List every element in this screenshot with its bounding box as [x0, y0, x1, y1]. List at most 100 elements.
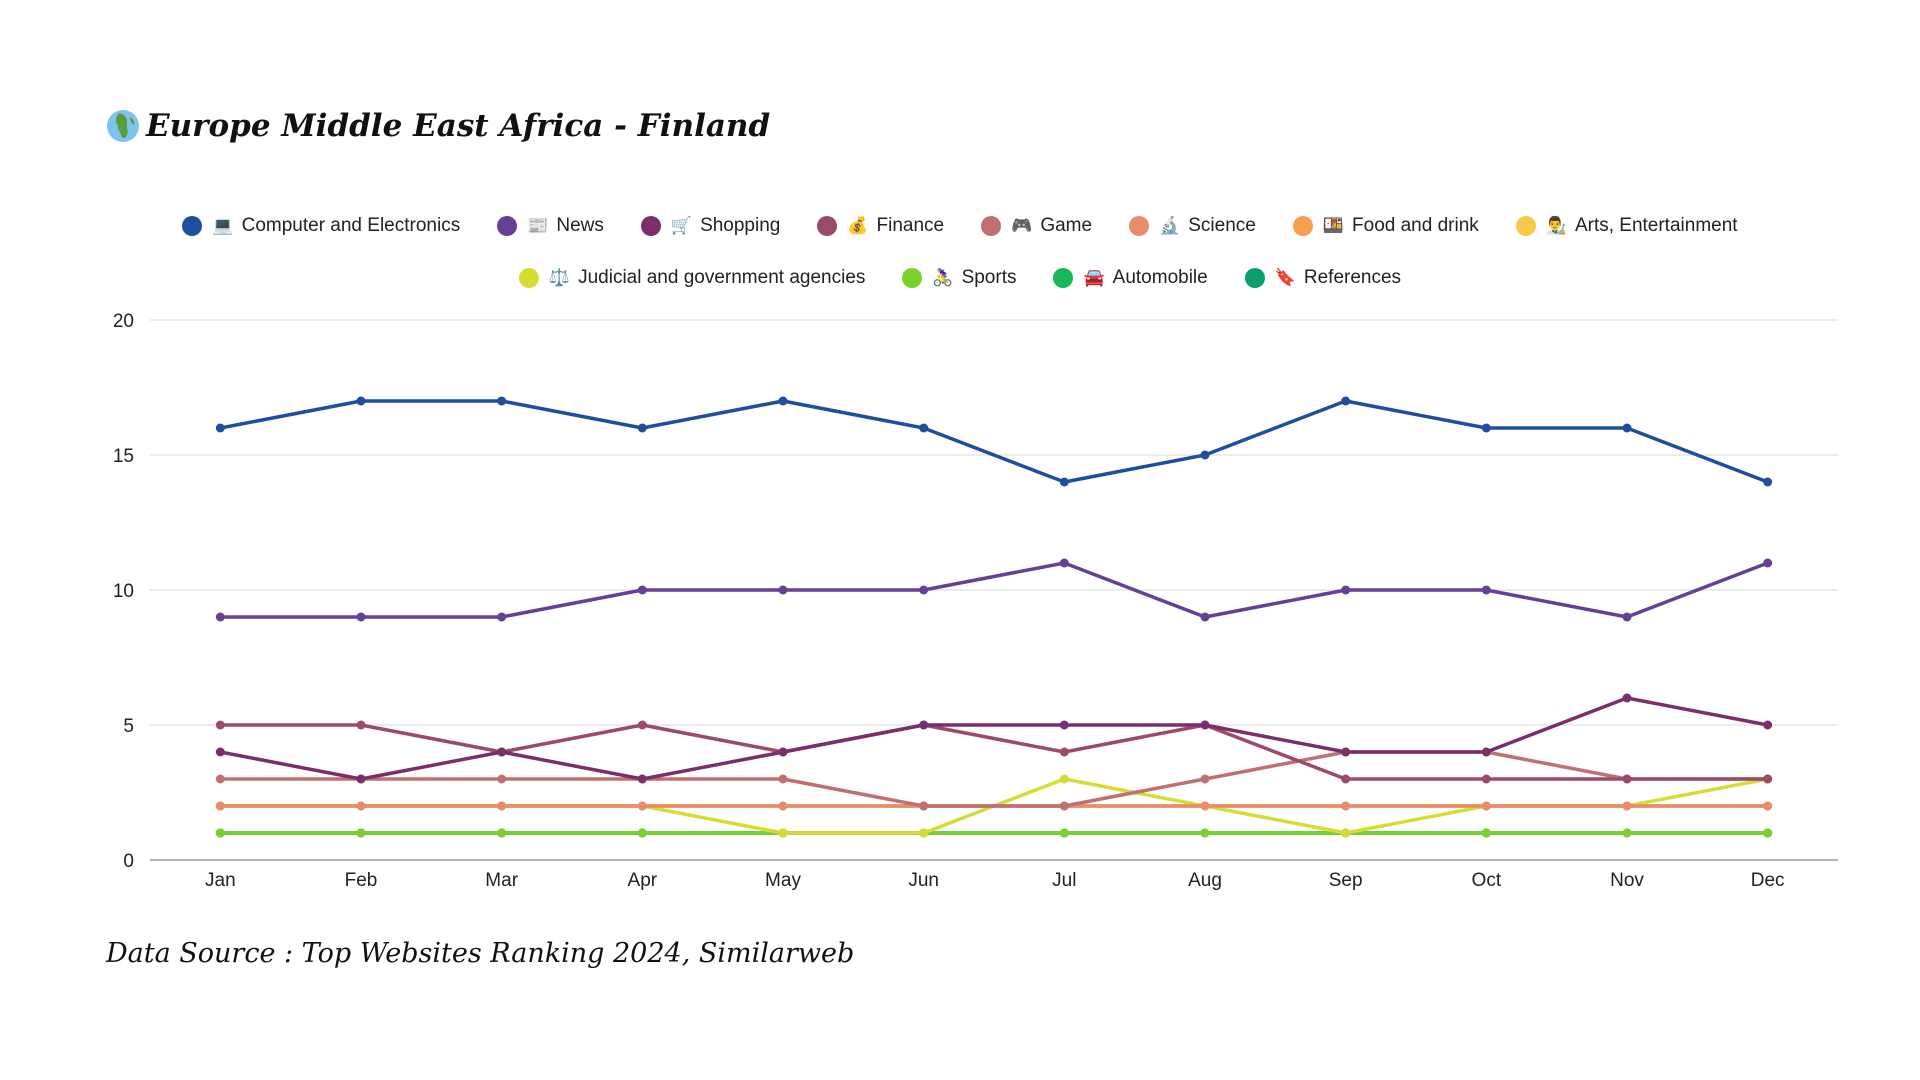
data-point[interactable]	[1622, 801, 1632, 811]
legend-swatch	[1129, 216, 1150, 236]
data-point[interactable]	[637, 585, 647, 595]
data-point[interactable]	[919, 585, 929, 595]
data-point[interactable]	[215, 828, 225, 838]
legend-item[interactable]: 📰 News	[497, 212, 604, 240]
data-point[interactable]	[215, 774, 225, 784]
data-point[interactable]	[637, 720, 647, 730]
data-point[interactable]	[497, 396, 507, 406]
data-point[interactable]	[919, 720, 929, 730]
data-point[interactable]	[1200, 720, 1210, 730]
data-point[interactable]	[1622, 612, 1632, 622]
legend-item[interactable]: 💻 Computer and Electronics	[182, 212, 460, 240]
legend-item[interactable]: 💰 Finance	[817, 212, 944, 240]
data-point[interactable]	[497, 774, 507, 784]
data-point[interactable]	[215, 801, 225, 811]
x-tick-label: Apr	[628, 870, 658, 891]
data-point[interactable]	[497, 747, 507, 757]
legend-item[interactable]: 🛒 Shopping	[640, 212, 780, 240]
legend-item[interactable]: 🍱 Food and drink	[1292, 212, 1479, 240]
data-point[interactable]	[215, 720, 225, 730]
globe-africa-icon	[107, 110, 139, 142]
data-point[interactable]	[1481, 585, 1491, 595]
data-point[interactable]	[215, 423, 225, 433]
data-point[interactable]	[356, 612, 366, 622]
legend-item[interactable]: ⚖️ Judicial and government agencies	[518, 264, 866, 292]
data-point[interactable]	[1200, 774, 1210, 784]
data-point[interactable]	[1059, 774, 1069, 784]
data-point[interactable]	[637, 801, 647, 811]
series-sports	[215, 828, 1773, 838]
data-point[interactable]	[1341, 585, 1351, 595]
data-point[interactable]	[1341, 396, 1351, 406]
data-point[interactable]	[778, 585, 788, 595]
data-point[interactable]	[215, 747, 225, 757]
data-point[interactable]	[1763, 828, 1773, 838]
data-point[interactable]	[637, 423, 647, 433]
legend-item[interactable]: 👨‍🎨 Arts, Entertainment	[1515, 212, 1738, 240]
data-point[interactable]	[1200, 801, 1210, 811]
data-point[interactable]	[1059, 720, 1069, 730]
data-point[interactable]	[356, 828, 366, 838]
data-point[interactable]	[356, 801, 366, 811]
data-point[interactable]	[778, 828, 788, 838]
data-point[interactable]	[1763, 720, 1773, 730]
data-point[interactable]	[356, 396, 366, 406]
legend-swatch	[182, 216, 203, 236]
series-shopping	[215, 693, 1773, 784]
data-point[interactable]	[1059, 747, 1069, 757]
data-point[interactable]	[356, 774, 366, 784]
data-point[interactable]	[1622, 828, 1632, 838]
data-point[interactable]	[1481, 801, 1491, 811]
data-point[interactable]	[1341, 828, 1351, 838]
data-point[interactable]	[497, 612, 507, 622]
data-point[interactable]	[1200, 450, 1210, 460]
legend-swatch	[497, 216, 518, 236]
data-point[interactable]	[1763, 477, 1773, 487]
series-news	[215, 558, 1773, 622]
legend-item[interactable]: 🎮 Game	[981, 212, 1092, 240]
data-point[interactable]	[215, 612, 225, 622]
data-source-note: Data Source : Top Websites Ranking 2024,…	[106, 938, 855, 969]
data-point[interactable]	[778, 774, 788, 784]
data-point[interactable]	[1059, 558, 1069, 568]
legend-label: References	[1303, 267, 1402, 288]
y-tick-label: 10	[113, 581, 134, 602]
legend-item[interactable]: 🚴‍♀️ Sports	[902, 264, 1016, 292]
data-point[interactable]	[1341, 747, 1351, 757]
data-point[interactable]	[1059, 801, 1069, 811]
data-point[interactable]	[1059, 828, 1069, 838]
data-point[interactable]	[1341, 774, 1351, 784]
data-point[interactable]	[497, 801, 507, 811]
data-point[interactable]	[919, 801, 929, 811]
legend-item[interactable]: 🔬 Science	[1129, 212, 1256, 240]
data-point[interactable]	[778, 396, 788, 406]
data-point[interactable]	[1622, 423, 1632, 433]
legend-swatch	[902, 268, 923, 288]
data-point[interactable]	[1341, 801, 1351, 811]
data-point[interactable]	[1481, 423, 1491, 433]
data-point[interactable]	[1622, 774, 1632, 784]
data-point[interactable]	[356, 720, 366, 730]
data-point[interactable]	[1481, 774, 1491, 784]
x-tick-label: Dec	[1751, 870, 1785, 891]
data-point[interactable]	[1763, 801, 1773, 811]
data-point[interactable]	[637, 774, 647, 784]
data-point[interactable]	[1200, 612, 1210, 622]
data-point[interactable]	[778, 747, 788, 757]
data-point[interactable]	[919, 423, 929, 433]
data-point[interactable]	[919, 828, 929, 838]
data-point[interactable]	[497, 828, 507, 838]
data-point[interactable]	[778, 801, 788, 811]
legend-item[interactable]: 🚘 Automobile	[1053, 264, 1208, 292]
data-point[interactable]	[1200, 828, 1210, 838]
legend-item[interactable]: 🔖 References	[1244, 264, 1402, 292]
data-point[interactable]	[1763, 558, 1773, 568]
data-point[interactable]	[1763, 774, 1773, 784]
data-point[interactable]	[1059, 477, 1069, 487]
data-point[interactable]	[637, 828, 647, 838]
data-point[interactable]	[1481, 828, 1491, 838]
legend-label: Judicial and government agencies	[578, 267, 866, 288]
legend-label: Automobile	[1112, 267, 1208, 288]
data-point[interactable]	[1622, 693, 1632, 703]
data-point[interactable]	[1481, 747, 1491, 757]
